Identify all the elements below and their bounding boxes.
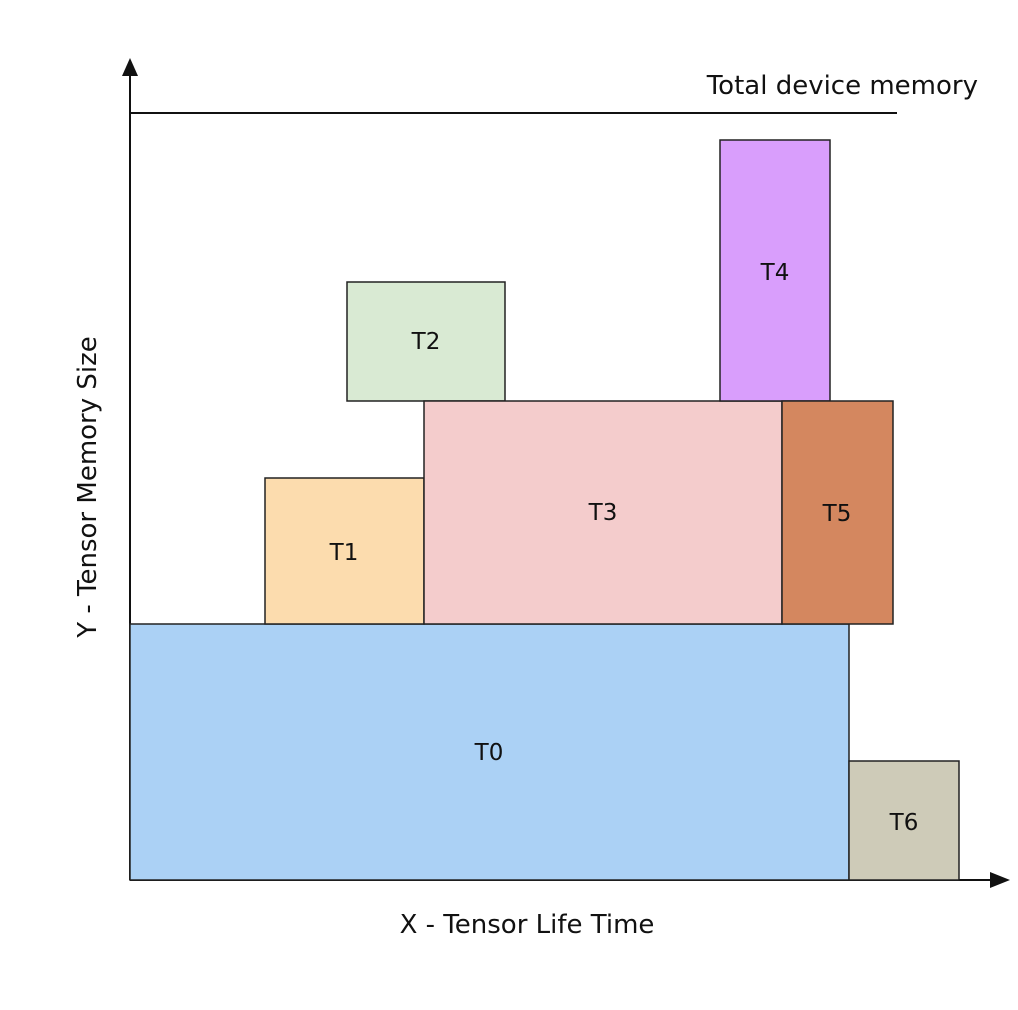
tensor-label-t4: T4 (760, 260, 790, 286)
tensor-label-t5: T5 (822, 501, 852, 527)
y-axis-label: Y - Tensor Memory Size (73, 336, 103, 639)
tensor-block-t4: T4 (719, 139, 831, 402)
tensor-rect-t0 (129, 623, 850, 881)
tensor-block-t2: T2 (346, 281, 506, 402)
tensor-rect-t1 (264, 477, 425, 625)
tensor-label-t3: T3 (588, 500, 618, 526)
tensor-block-t5: T5 (781, 400, 894, 625)
tensor-block-t6: T6 (848, 760, 960, 881)
tensor-rect-t2 (346, 281, 506, 402)
total-memory-label: Total device memory (706, 71, 978, 101)
tensor-rect-t4 (719, 139, 831, 402)
tensor-block-t3: T3 (423, 400, 783, 625)
tensor-label-t6: T6 (889, 810, 919, 836)
tensor-label-t0: T0 (474, 740, 504, 766)
tensor-rect-t3 (423, 400, 783, 625)
tensor-rect-t6 (848, 760, 960, 881)
x-axis-label: X - Tensor Life Time (400, 910, 655, 940)
tensor-rect-t5 (781, 400, 894, 625)
x-axis-arrowhead (990, 872, 1010, 888)
tensor-block-t1: T1 (264, 477, 425, 625)
y-axis-arrowhead (122, 58, 138, 76)
tensor-block-t0: T0 (129, 623, 850, 881)
tensor-label-t1: T1 (329, 540, 359, 566)
tensor-label-t2: T2 (411, 329, 441, 355)
